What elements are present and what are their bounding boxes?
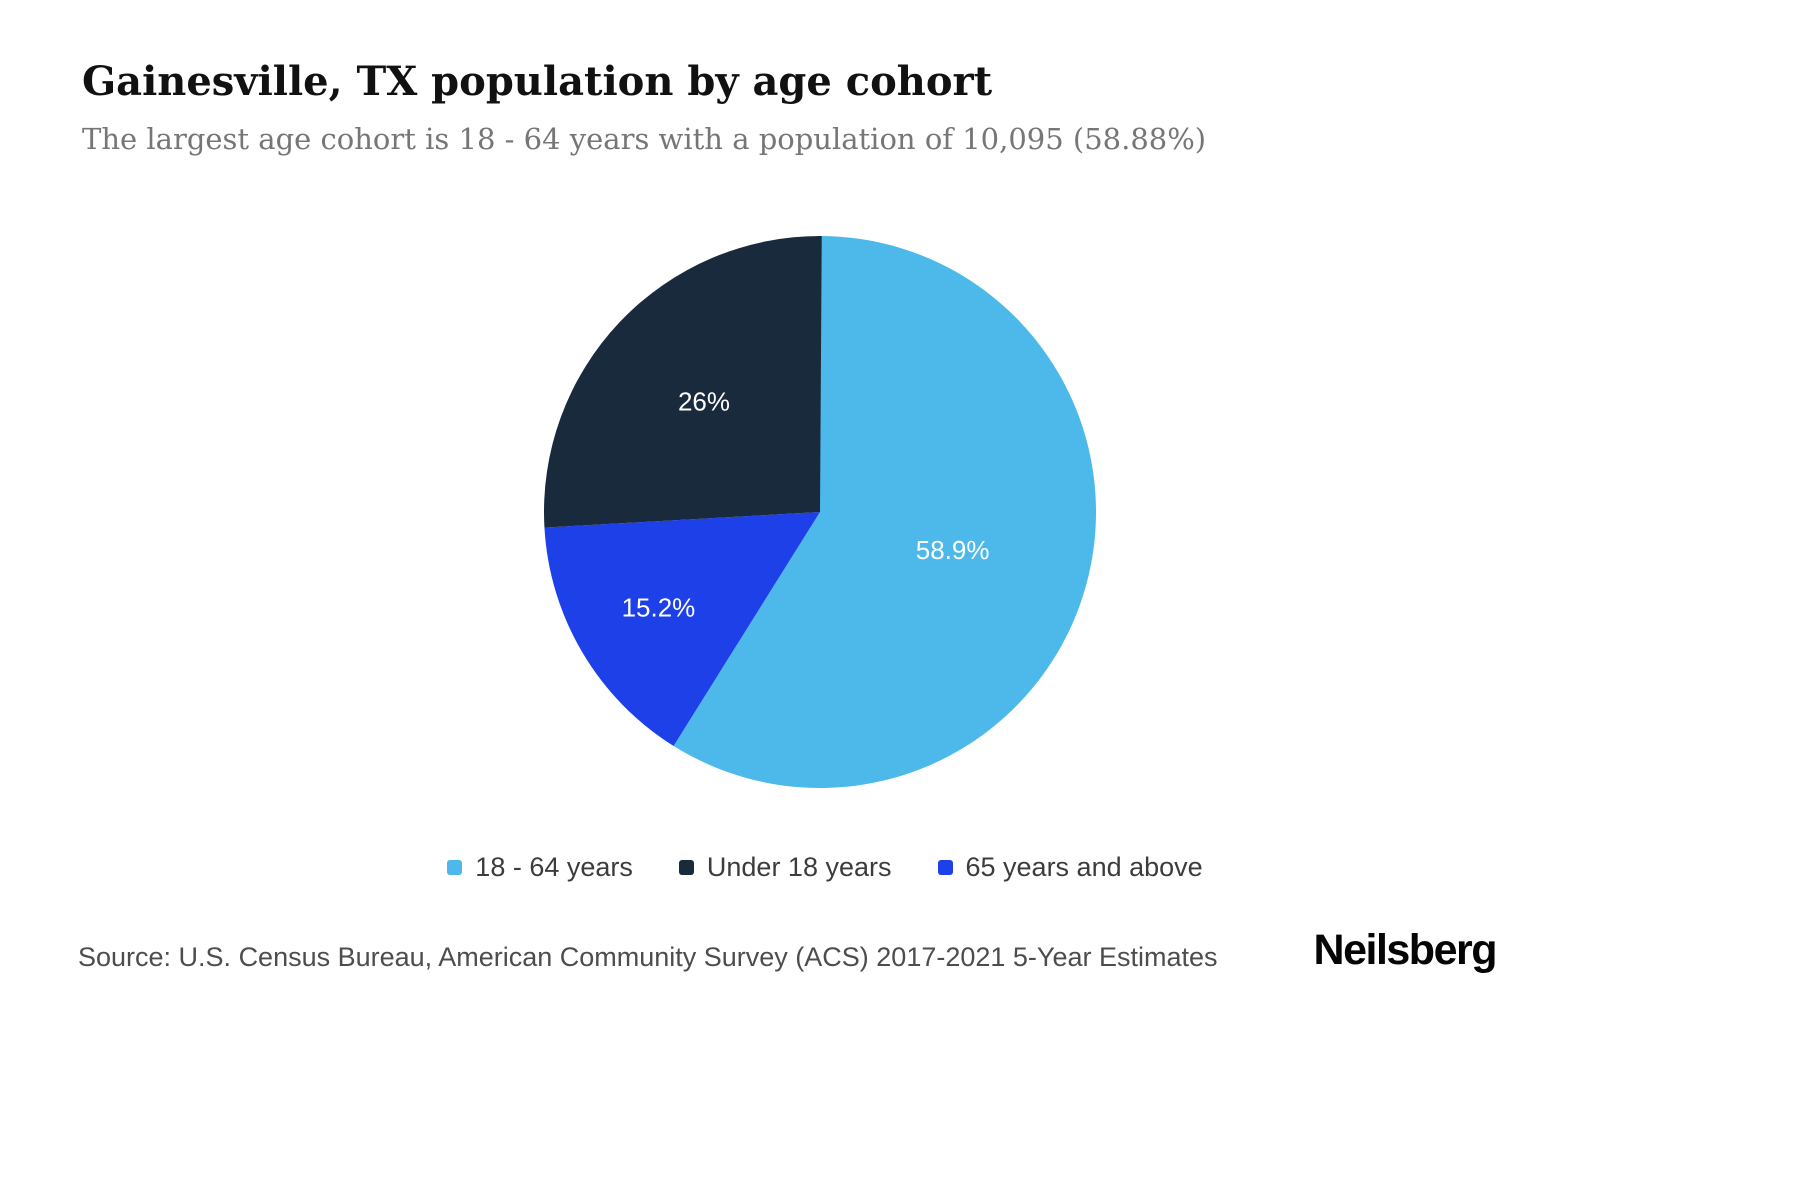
pie-chart: 58.9% 15.2% 26% (540, 232, 1100, 792)
slice-value-label: 58.9% (916, 535, 990, 565)
slice-value-label: 15.2% (622, 593, 696, 623)
legend-item-65-above[interactable]: 65 years and above (937, 852, 1203, 883)
chart-legend: 18 - 64 years Under 18 years 65 years an… (0, 852, 1650, 883)
legend-label-18-64: 18 - 64 years (475, 852, 633, 882)
chart-title: Gainesville, TX population by age cohort (82, 58, 993, 105)
slice-value-label: 26% (678, 387, 730, 417)
legend-item-18-64[interactable]: 18 - 64 years (447, 852, 633, 883)
legend-item-under-18[interactable]: Under 18 years (678, 852, 892, 883)
pie-slice-65-years-and-above[interactable] (544, 512, 820, 746)
pie-chart-svg: 58.9% 15.2% 26% (544, 236, 1096, 788)
legend-swatch-65-above (937, 860, 953, 875)
brand-logo: Neilsberg (1313, 926, 1498, 974)
legend-swatch-under-18 (678, 860, 694, 875)
legend-swatch-18-64 (447, 860, 463, 875)
pie-slice-18-64-years[interactable] (673, 236, 1096, 788)
legend-label-under-18: Under 18 years (706, 852, 892, 882)
source-attribution: Source: U.S. Census Bureau, American Com… (78, 942, 1218, 972)
pie-slice-under-18-years[interactable] (544, 236, 822, 528)
legend-label-65-above: 65 years and above (965, 852, 1203, 882)
chart-subtitle: The largest age cohort is 18 - 64 years … (82, 122, 1207, 156)
